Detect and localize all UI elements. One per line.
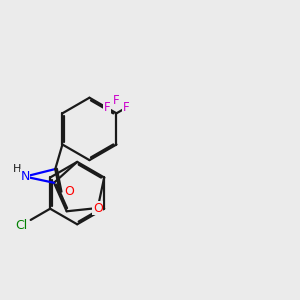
- Text: O: O: [64, 185, 74, 199]
- Text: N: N: [20, 170, 30, 183]
- Text: O: O: [93, 202, 103, 214]
- Text: F: F: [122, 100, 129, 114]
- Text: H: H: [13, 164, 21, 174]
- Text: F: F: [113, 94, 120, 107]
- Text: Cl: Cl: [15, 219, 27, 232]
- Text: F: F: [104, 100, 110, 114]
